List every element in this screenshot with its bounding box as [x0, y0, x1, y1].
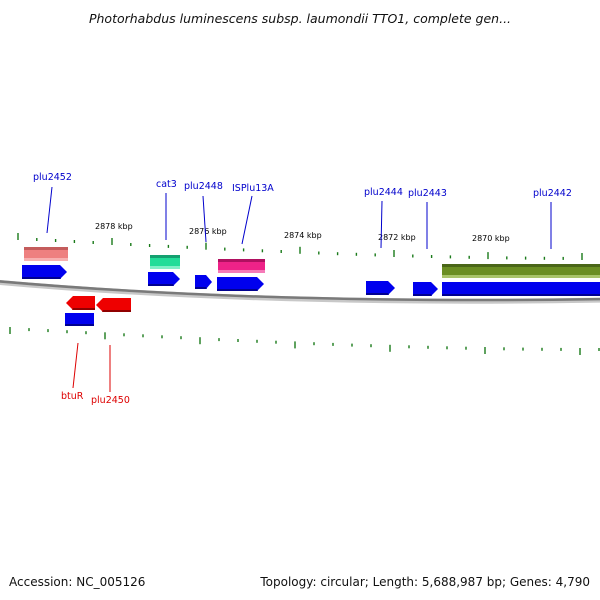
cds-arrow-plu2443[interactable]: [413, 282, 438, 296]
gene-label-plu2450[interactable]: plu2450: [91, 395, 130, 406]
ruler-label: 2874 kbp: [284, 231, 322, 240]
region-feature[interactable]: [442, 264, 600, 278]
label-connectors: [46, 186, 552, 392]
accession-text: Accession: NC_005126: [9, 575, 146, 589]
ruler-ticks-inner: [9, 327, 600, 355]
ruler-label: 2870 kbp: [472, 234, 510, 243]
gene-label-plu2443[interactable]: plu2443: [408, 188, 447, 199]
gene-label-ispl13a[interactable]: ISPlu13A: [232, 183, 274, 194]
map-title: Photorhabdus luminescens subsp. laumondi…: [88, 11, 512, 26]
cds-arrow-cat3[interactable]: [148, 272, 180, 286]
genome-summary-text: Topology: circular; Length: 5,688,987 bp…: [260, 575, 590, 589]
cds-arrow-ispl13a[interactable]: [217, 277, 264, 291]
rrna-feature[interactable]: [24, 247, 68, 261]
cds-block-reverse[interactable]: [65, 313, 94, 326]
cds-arrow-plu2442[interactable]: [442, 282, 600, 296]
cds-arrow-plu2444[interactable]: [366, 281, 395, 295]
mobile-element-feature[interactable]: [218, 259, 265, 273]
cds-arrow-btur[interactable]: [66, 296, 95, 310]
gene-label-plu2452[interactable]: plu2452: [33, 172, 72, 183]
gene-label-plu2448[interactable]: plu2448: [184, 181, 223, 192]
gene-label-plu2444[interactable]: plu2444: [364, 187, 403, 198]
genome-backbone: [0, 280, 600, 302]
gene-label-btur[interactable]: btuR: [61, 391, 84, 402]
trna-feature[interactable]: [150, 255, 180, 269]
gene-label-cat3[interactable]: cat3: [156, 179, 177, 190]
ruler-label: 2878 kbp: [95, 222, 133, 231]
gene-label-plu2442[interactable]: plu2442: [533, 188, 572, 199]
feature-track-forward-cds: [22, 265, 600, 296]
ruler-ticks-outer: [17, 233, 583, 260]
feature-track-outer: [24, 247, 600, 278]
cds-arrow-plu2450[interactable]: [96, 298, 131, 312]
cds-arrow-plu2448[interactable]: [195, 275, 212, 289]
feature-track-reverse-cds: [65, 296, 131, 326]
ruler-label: 2872 kbp: [378, 233, 416, 242]
ruler-label: 2876 kbp: [189, 227, 227, 236]
cds-arrow-plu2452[interactable]: [22, 265, 67, 279]
